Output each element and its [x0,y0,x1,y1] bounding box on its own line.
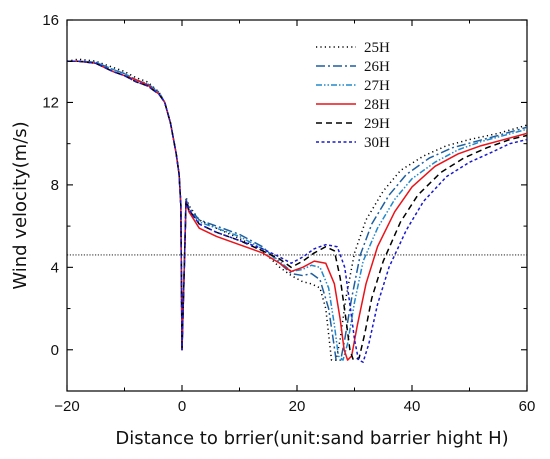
legend-label-25h: 25H [364,40,390,56]
x-axis-title: Distance to brrier(unit:sand barrier hig… [115,428,508,449]
legend-label-28h: 28H [364,97,390,113]
series-line-30h [67,60,527,363]
y-axis-title: Wind velocity(m/s) [10,121,31,289]
x-tick-label: 20 [289,398,306,415]
x-tick-label: 0 [178,398,186,415]
series-layer [67,58,527,363]
series-line-25h [67,58,527,361]
y-tick-label: 12 [42,94,59,111]
series-line-26h [67,60,527,361]
y-tick-label: 0 [51,342,59,359]
ticks-layer: −20 0 20 40 60 0 4 8 12 16 [42,12,535,415]
y-tick-label: 4 [51,259,59,276]
legend-label-30h: 30H [364,135,390,151]
y-tick-label: 16 [42,12,59,29]
legend: 25H 26H 27H 28H 29H 30H [316,40,390,151]
series-line-29h [67,60,527,361]
x-tick-label: −20 [54,398,79,415]
y-tick-label: 8 [51,177,59,194]
plot-frame [66,19,528,392]
series-line-27h [67,60,527,361]
x-tick-label: 40 [404,398,421,415]
legend-label-29h: 29H [364,116,390,132]
x-tick-label: 60 [519,398,536,415]
legend-label-27h: 27H [364,78,390,94]
legend-label-26h: 26H [364,59,390,75]
series-line-28h [67,60,527,361]
